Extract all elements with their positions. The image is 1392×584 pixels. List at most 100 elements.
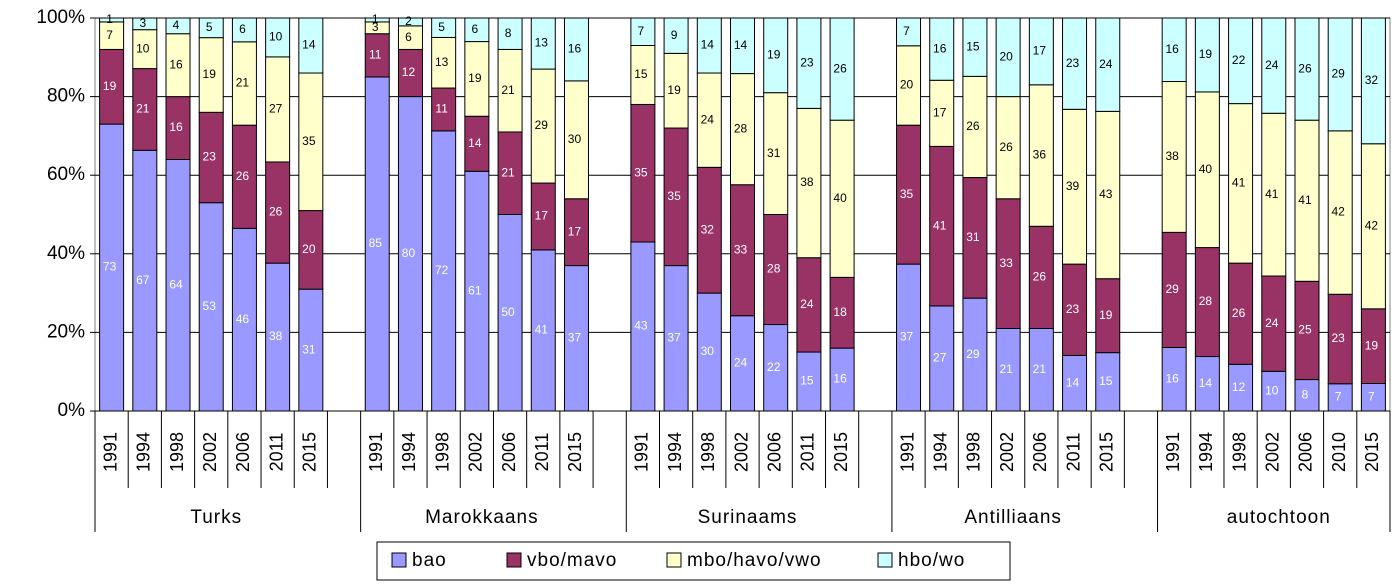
bar-segment [1062, 354, 1088, 412]
data-label: 26 [999, 140, 1013, 154]
bar-segment [796, 351, 822, 412]
data-label: 72 [435, 263, 449, 277]
data-label: 24 [1265, 316, 1279, 330]
x-tick-label: 1998 [432, 432, 452, 472]
data-label: 41 [535, 323, 549, 337]
bar-segment [1028, 17, 1054, 86]
bar-segment [563, 80, 589, 200]
x-tick-label: 1994 [665, 432, 685, 472]
data-label: 24 [701, 112, 715, 126]
bar-segment [1028, 225, 1054, 329]
data-label: 19 [1365, 338, 1379, 352]
legend-swatch [391, 552, 407, 568]
bar-segment [1327, 17, 1353, 132]
data-label: 37 [568, 330, 582, 344]
data-label: 29 [966, 347, 980, 361]
data-label: 28 [734, 121, 748, 135]
data-label: 20 [999, 49, 1013, 63]
bar-segment [929, 79, 955, 147]
bar-segment [1360, 17, 1386, 145]
data-label: 6 [472, 22, 479, 36]
bar-segment [198, 17, 224, 39]
data-label: 25 [1298, 323, 1312, 337]
bar-segment [929, 17, 955, 81]
bar-segment [563, 17, 589, 82]
data-label: 35 [634, 165, 648, 179]
bar-segment [231, 227, 257, 412]
x-tick-label: 2015 [1362, 432, 1382, 472]
x-tick-label: 1998 [167, 432, 187, 472]
x-tick-label: 2006 [499, 432, 519, 472]
x-tick-label: 2006 [764, 432, 784, 472]
data-label: 14 [701, 38, 715, 52]
data-label: 8 [505, 26, 512, 40]
data-label: 24 [734, 356, 748, 370]
bar-segment [497, 131, 523, 215]
group-label: Marokkaans [425, 507, 539, 528]
legend-swatch [666, 552, 682, 568]
bar-segment [165, 96, 191, 160]
x-tick-label: 2011 [266, 433, 286, 472]
data-label: 19 [667, 83, 681, 97]
x-tick-label: 2015 [565, 432, 585, 472]
data-label: 31 [302, 342, 316, 356]
data-label: 16 [169, 120, 183, 134]
bar-segment [265, 161, 291, 264]
x-tick-label: 2011 [532, 433, 552, 472]
bar-segment [1360, 143, 1386, 310]
bar-segment [530, 182, 556, 251]
data-label: 26 [1033, 270, 1047, 284]
data-label: 67 [136, 273, 150, 287]
data-label: 38 [800, 175, 814, 189]
data-label: 23 [1066, 302, 1080, 316]
bar-segment [198, 111, 224, 204]
bar-segment [563, 265, 589, 412]
bar-segment [1095, 278, 1121, 354]
data-label: 3 [139, 16, 146, 30]
bar-segment [829, 347, 855, 412]
y-tick-label: 60% [47, 164, 85, 185]
bar-segment [896, 45, 922, 126]
x-tick-label: 1991 [100, 432, 120, 472]
x-tick-label: 2002 [731, 432, 751, 472]
bar-segment [1327, 293, 1353, 385]
x-tick-label: 2002 [1263, 432, 1283, 472]
legend-label: vbo/mavo [527, 550, 617, 571]
data-label: 85 [369, 236, 383, 250]
data-label: 17 [933, 106, 947, 120]
bar-segment [1327, 130, 1353, 295]
bar-segment [696, 292, 722, 412]
x-tick-label: 1994 [1196, 432, 1216, 472]
data-label: 26 [236, 169, 250, 183]
data-label: 13 [435, 55, 449, 69]
data-label: 20 [900, 78, 914, 92]
data-label: 14 [302, 38, 316, 52]
bar-segment [298, 72, 324, 212]
bar-segment [298, 210, 324, 290]
data-label: 38 [269, 329, 283, 343]
data-label: 21 [1033, 362, 1047, 376]
bar-segment [132, 149, 158, 412]
bar-segment [1194, 356, 1220, 412]
x-tick-label: 2006 [1030, 432, 1050, 472]
data-label: 28 [1199, 294, 1213, 308]
x-tick-label: 2010 [1329, 432, 1349, 472]
bar-segment [962, 75, 988, 179]
data-label: 16 [568, 42, 582, 56]
bar-segment [364, 17, 390, 23]
data-label: 41 [1265, 187, 1279, 201]
bar-segment [1261, 275, 1287, 372]
bar-segment [464, 41, 490, 117]
data-label: 35 [900, 187, 914, 201]
data-label: 41 [1232, 176, 1246, 190]
bar-segment [1095, 352, 1121, 412]
x-tick-label: 2002 [997, 432, 1017, 472]
x-tick-label: 1991 [1163, 432, 1183, 472]
data-label: 19 [1199, 47, 1213, 61]
bar-segment [995, 17, 1021, 98]
data-label: 12 [402, 65, 416, 79]
bar-segment [630, 241, 656, 412]
data-label: 19 [103, 79, 117, 93]
data-label: 15 [800, 374, 814, 388]
data-label: 28 [767, 262, 781, 276]
